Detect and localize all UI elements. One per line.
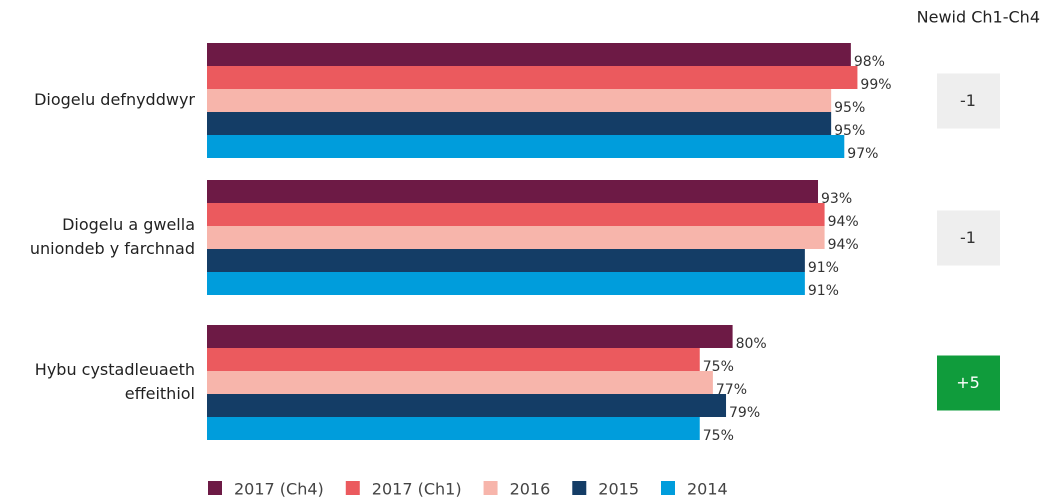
- value-label: 91%: [808, 283, 839, 299]
- category-label: uniondeb y farchnad: [30, 239, 195, 258]
- bar: [207, 249, 805, 272]
- legend-label: 2015: [598, 480, 639, 499]
- legend-swatch: [661, 481, 675, 495]
- bar: [207, 272, 805, 295]
- value-label: 98%: [854, 54, 885, 70]
- value-label: 97%: [847, 146, 878, 162]
- change-box: [937, 210, 1000, 266]
- change-title: Newid Ch1-Ch4: [917, 8, 1040, 27]
- value-label: 99%: [860, 77, 891, 93]
- change-label: -1: [960, 228, 976, 247]
- change-box: [937, 73, 1000, 129]
- value-label: 95%: [834, 100, 865, 116]
- bar: [207, 89, 832, 112]
- change-label: +5: [956, 373, 980, 392]
- change-label: -1: [960, 91, 976, 110]
- legend-label: 2014: [687, 480, 728, 499]
- value-label: 94%: [828, 237, 859, 253]
- bar: [207, 180, 819, 203]
- bar: [207, 66, 858, 89]
- value-label: 79%: [729, 405, 760, 421]
- bar: [207, 417, 700, 440]
- bar: [207, 112, 832, 135]
- value-label: 75%: [703, 428, 734, 444]
- legend-swatch: [572, 481, 587, 495]
- legend-label: 2016: [510, 480, 551, 499]
- legend-label: 2017 (Ch1): [372, 480, 462, 499]
- category-label: Hybu cystadleuaeth: [35, 360, 195, 379]
- value-label: 93%: [821, 191, 852, 207]
- bar: [207, 203, 825, 226]
- value-label: 91%: [808, 260, 839, 276]
- bar: [207, 325, 733, 348]
- legend-label: 2017 (Ch4): [234, 480, 324, 499]
- bar: [207, 43, 851, 66]
- category-label: Diogelu a gwella: [62, 215, 195, 234]
- bar: [207, 348, 700, 371]
- bar: [207, 371, 713, 394]
- category-label: effeithiol: [125, 384, 195, 403]
- bar: [207, 135, 845, 158]
- change-box: [937, 355, 1000, 411]
- legend-swatch: [483, 481, 498, 495]
- category-label: Diogelu defnyddwyr: [34, 90, 195, 109]
- legend-swatch: [208, 481, 222, 495]
- bar: [207, 394, 727, 417]
- value-label: 94%: [828, 214, 859, 230]
- value-label: 80%: [736, 336, 767, 352]
- bar: [207, 226, 825, 249]
- legend-swatch: [345, 481, 360, 495]
